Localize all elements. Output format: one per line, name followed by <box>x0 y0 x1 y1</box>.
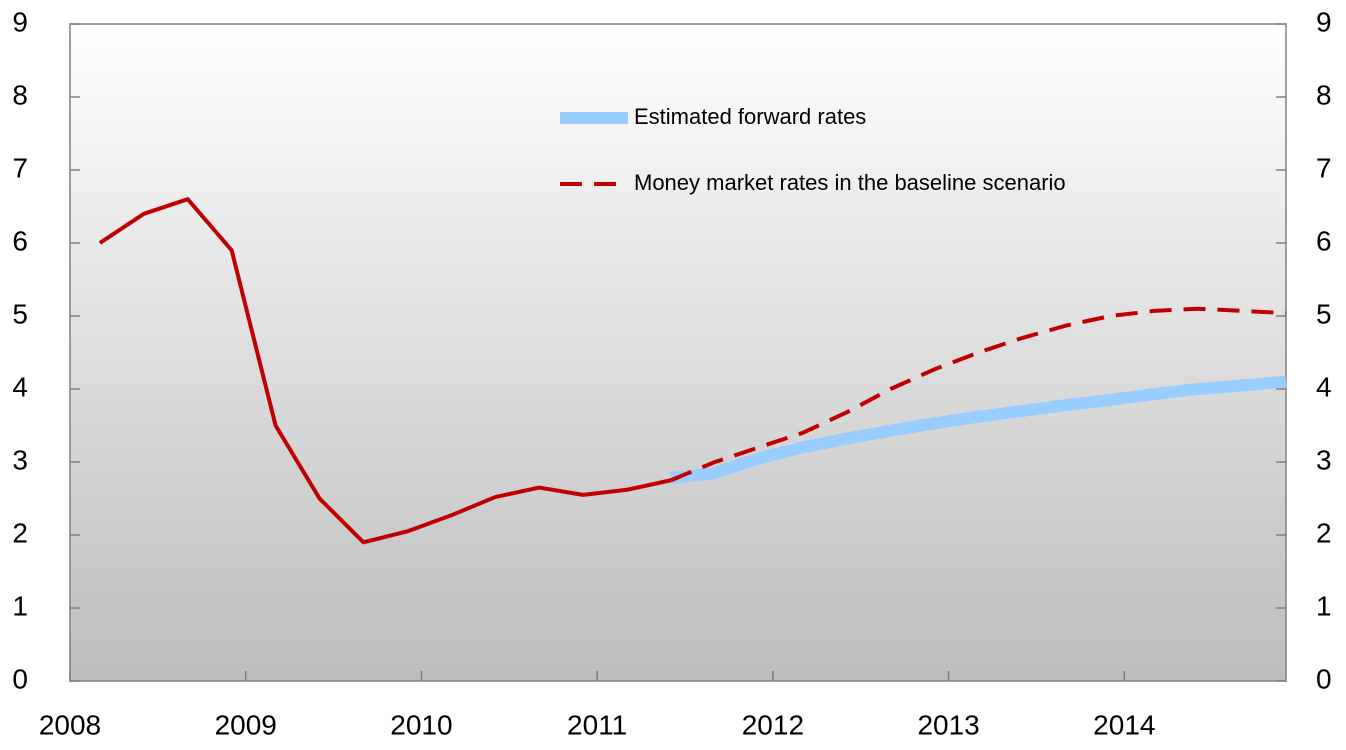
y-tick-label: 6 <box>12 225 28 256</box>
y-tick-label: 8 <box>12 79 28 110</box>
y2-tick-label: 4 <box>1316 371 1332 402</box>
plot-area <box>69 23 1287 682</box>
legend-label: Money market rates in the baseline scena… <box>634 170 1066 195</box>
y-tick-label: 2 <box>12 517 28 548</box>
y-tick-label: 3 <box>12 444 28 475</box>
x-tick-label: 2008 <box>39 709 101 740</box>
legend-label: Estimated forward rates <box>634 104 866 129</box>
data-line <box>670 375 1287 485</box>
x-tick-label: 2014 <box>1093 709 1155 740</box>
y2-tick-label: 6 <box>1316 225 1332 256</box>
y-tick-label: 1 <box>12 590 28 621</box>
x-tick-label: 2013 <box>917 709 979 740</box>
y2-tick-label: 5 <box>1316 298 1332 329</box>
data-line <box>670 306 1287 483</box>
y2-tick-label: 3 <box>1316 444 1332 475</box>
y2-tick-label: 8 <box>1316 79 1332 110</box>
y-tick-label: 5 <box>12 298 28 329</box>
y2-tick-label: 7 <box>1316 152 1332 183</box>
x-tick-label: 2011 <box>567 709 627 740</box>
x-tick-label: 2012 <box>742 709 804 740</box>
y2-tick-label: 2 <box>1316 517 1332 548</box>
y2-tick-label: 0 <box>1316 663 1332 694</box>
y-tick-label: 0 <box>12 663 28 694</box>
x-tick-label: 2009 <box>215 709 277 740</box>
y-tick-label: 4 <box>12 371 28 402</box>
data-line <box>98 197 672 545</box>
y-tick-label: 7 <box>12 152 28 183</box>
y2-tick-label: 9 <box>1316 6 1332 37</box>
x-tick-label: 2010 <box>390 709 452 740</box>
y-tick-label: 9 <box>12 6 28 37</box>
y2-tick-label: 1 <box>1316 590 1332 621</box>
